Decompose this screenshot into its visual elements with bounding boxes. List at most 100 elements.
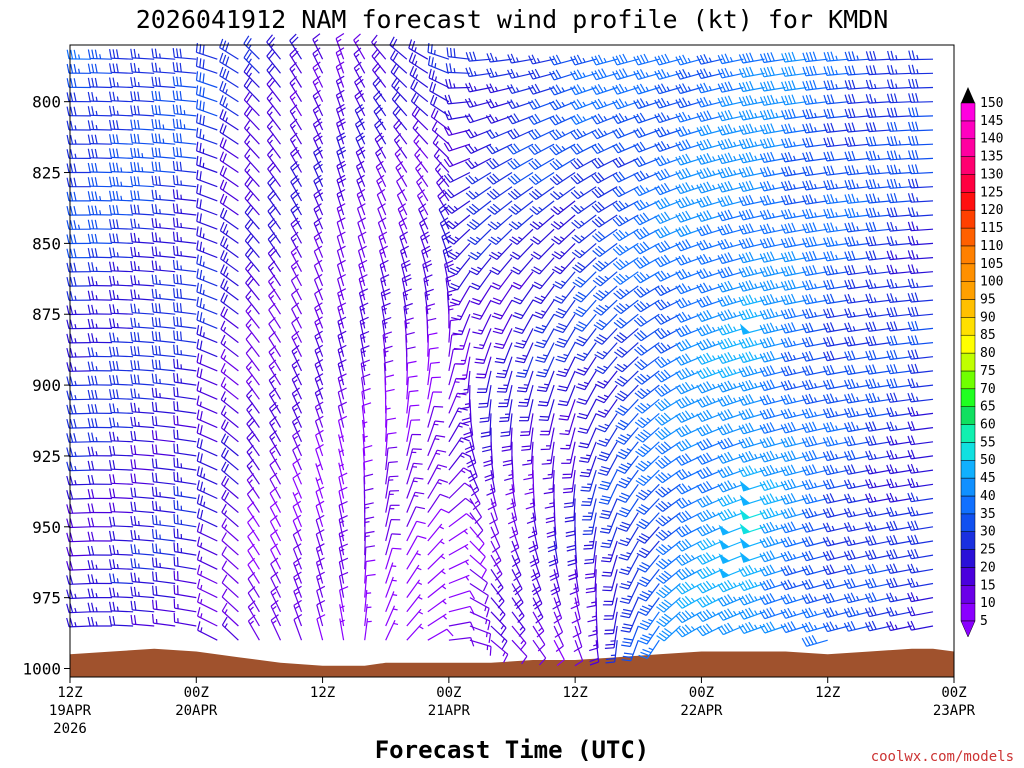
wind-barb — [266, 34, 281, 60]
wind-barb — [564, 498, 576, 523]
wind-barb — [549, 157, 576, 171]
wind-barb — [654, 211, 681, 225]
wind-barb — [364, 618, 372, 641]
wind-barb — [654, 197, 681, 210]
colorbar-label: 145 — [980, 114, 1003, 129]
wind-barb — [823, 293, 849, 305]
wind-barb — [376, 174, 387, 202]
wind-barb — [616, 483, 639, 503]
wind-barb — [486, 186, 513, 200]
wind-barb — [173, 415, 197, 429]
wind-barb — [464, 113, 492, 124]
wind-barb — [509, 242, 534, 260]
wind-barb — [516, 370, 534, 393]
wind-barb — [87, 560, 113, 570]
wind-barb — [510, 257, 534, 275]
wind-barb — [633, 227, 660, 240]
wind-barb — [675, 367, 702, 381]
wind-barb — [336, 146, 347, 173]
wind-barb — [406, 346, 416, 371]
wind-barb — [467, 228, 492, 246]
wind-barb — [313, 217, 324, 244]
wind-barb — [109, 318, 134, 329]
wind-barb — [865, 349, 891, 361]
wind-barb — [907, 520, 934, 531]
wind-barb — [612, 127, 639, 139]
wind-barb — [196, 226, 218, 244]
wind-barb — [429, 81, 450, 103]
wind-barb — [339, 604, 345, 627]
wind-barb — [696, 552, 723, 565]
wind-barb — [173, 542, 197, 556]
wind-barb — [696, 366, 723, 380]
colorbar-segment — [960, 567, 976, 586]
wind-barb — [843, 549, 870, 561]
wind-barb — [471, 299, 492, 320]
wind-barb — [512, 299, 534, 320]
wind-barb — [823, 236, 849, 248]
wind-barb — [844, 65, 870, 76]
colorbar-segment — [960, 245, 976, 265]
wind-barb — [485, 129, 513, 140]
wind-barb — [130, 374, 155, 386]
wind-barb — [195, 43, 218, 60]
wind-barb — [509, 512, 519, 539]
wind-barb — [865, 236, 891, 247]
wind-barb — [759, 436, 786, 449]
wind-barb — [738, 223, 765, 235]
wind-barb — [802, 180, 828, 191]
wind-barb — [427, 508, 450, 528]
wind-barb — [448, 574, 470, 585]
wind-barb — [151, 472, 176, 485]
wind-barb — [389, 50, 408, 74]
wind-barb — [801, 308, 828, 319]
wind-barb — [469, 484, 481, 511]
wind-barb — [431, 121, 450, 145]
wind-barb — [717, 152, 744, 165]
wind-barb — [384, 374, 395, 400]
wind-barb — [87, 77, 113, 89]
wind-barb — [801, 536, 828, 548]
wind-barb — [801, 351, 828, 362]
wind-barb — [675, 283, 702, 295]
wind-barb — [675, 510, 702, 524]
wind-barb — [442, 245, 453, 272]
wind-barb — [504, 455, 514, 481]
wind-barb — [420, 231, 430, 258]
wind-barb — [550, 186, 576, 201]
wind-barb — [315, 486, 325, 513]
wind-barb — [634, 412, 660, 429]
wind-barb — [337, 359, 347, 386]
wind-barb — [247, 543, 260, 570]
wind-barb — [465, 157, 492, 170]
colorbar-segment — [960, 495, 976, 515]
wind-barb — [574, 342, 597, 362]
wind-barb — [109, 459, 134, 471]
wind-barb — [219, 38, 239, 60]
wind-barb — [801, 564, 828, 576]
wind-barb — [406, 608, 424, 627]
credit-link[interactable]: coolwx.com/models — [871, 749, 1014, 765]
wind-barb — [87, 489, 113, 500]
wind-barb — [130, 586, 155, 599]
wind-barb — [293, 585, 303, 613]
wind-barb — [151, 458, 176, 471]
wind-barb — [801, 421, 828, 433]
wind-barb — [489, 257, 513, 276]
wind-barb — [865, 364, 891, 375]
wind-barb — [406, 491, 425, 513]
wind-barb — [173, 485, 197, 500]
wind-barb — [268, 401, 282, 428]
wind-barb — [907, 592, 934, 603]
wind-barb — [612, 53, 639, 66]
wind-barb — [173, 443, 197, 457]
wind-barb — [675, 126, 702, 137]
wind-barb — [844, 350, 870, 361]
wind-barb — [781, 123, 807, 134]
wind-barb — [558, 399, 576, 421]
wind-barb — [371, 48, 387, 74]
wind-barb — [289, 118, 303, 145]
colorbar-segment — [960, 531, 976, 550]
wind-barb — [886, 464, 912, 475]
colorbar-label: 100 — [980, 275, 1003, 290]
